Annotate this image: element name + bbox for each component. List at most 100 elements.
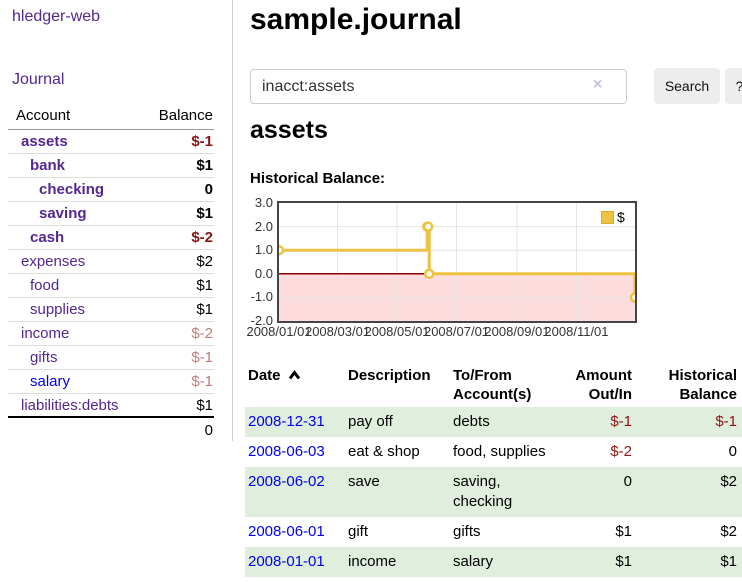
account-link[interactable]: bank: [30, 157, 66, 174]
search-button[interactable]: Search: [654, 68, 720, 104]
transaction-date-cell: 2008-12-31: [245, 407, 345, 437]
account-row: expenses $2: [8, 250, 214, 274]
legend-label: $: [617, 209, 625, 225]
account-link[interactable]: expenses: [21, 253, 86, 270]
account-row: supplies $1: [8, 298, 214, 322]
x-axis-tick-label: 2008/05/01: [364, 324, 430, 339]
account-balance: $1: [196, 396, 213, 414]
transactions-table: Date Description To/From Account(s) Amount Ou…: [245, 362, 742, 577]
transaction-description-cell: income: [348, 553, 397, 570]
account-balance: $1: [196, 277, 213, 294]
account-row: gifts $-1: [8, 346, 214, 370]
series-color-swatch: [601, 210, 614, 224]
account-link[interactable]: food: [30, 277, 60, 294]
transaction-balance-cell: $2: [720, 473, 737, 490]
transaction-amount-cell: $1: [615, 553, 632, 570]
chart-plot-area[interactable]: [277, 201, 637, 323]
account-column-header: Account: [16, 107, 71, 124]
transaction-balance-cell: 0: [728, 443, 737, 460]
account-balance: $-2: [191, 229, 213, 246]
transaction-row: 2008-06-02 save saving, checking 0 $2: [245, 467, 742, 517]
column-header-date[interactable]: Date: [245, 362, 345, 407]
accounts-total-value: 0: [204, 422, 213, 439]
transaction-description-cell: pay off: [348, 413, 393, 430]
account-row: assets $-1: [8, 130, 214, 154]
app-title-link[interactable]: hledger-web: [12, 8, 101, 25]
account-row: salary $-1: [8, 370, 214, 394]
account-balance: $1: [196, 157, 213, 174]
account-row: income $-2: [8, 322, 214, 346]
historical-balance-chart: $ 3.0 2.0 1.0 0.0 -1.0 -2.0 2008/01/01 2008/03/…: [245, 196, 742, 348]
transaction-accounts-cell: gifts: [453, 523, 481, 540]
transaction-row: 2008-06-01 gift gifts $1 $2: [245, 517, 742, 547]
transaction-date-link[interactable]: 2008-06-01: [248, 523, 325, 540]
y-axis-tick-label: -2.0: [250, 313, 273, 328]
x-axis-tick-label: 2008/09/01: [484, 324, 550, 339]
chart-title: Historical Balance:: [250, 170, 386, 187]
account-balance: $-1: [191, 133, 213, 150]
transaction-date-cell: 2008-01-01: [245, 547, 345, 577]
account-row: cash $-2: [8, 226, 214, 250]
x-axis-tick-label: 2008/03/01: [304, 324, 371, 339]
account-balance: $-1: [191, 373, 213, 390]
transaction-date-link[interactable]: 2008-06-03: [248, 443, 325, 460]
column-header-description: Description: [348, 367, 431, 384]
y-axis-tick-label: 2.0: [254, 218, 273, 234]
transaction-description-cell: save: [348, 473, 380, 490]
transactions-body: 2008-12-31 pay off debts $-1 $-1 2008-06-03 ea…: [245, 407, 742, 577]
transaction-description-cell: gift: [348, 523, 369, 540]
account-row: checking 0: [8, 178, 214, 202]
account-link[interactable]: saving: [39, 205, 87, 222]
account-balance: $2: [196, 253, 213, 270]
account-link[interactable]: supplies: [30, 301, 86, 318]
y-axis-tick-label: 3.0: [254, 195, 273, 210]
help-button[interactable]: ?: [725, 68, 742, 104]
transaction-row: 2008-01-01 income salary $1 $1: [245, 547, 742, 577]
transaction-balance-cell: $2: [720, 523, 737, 540]
transaction-amount-cell: 0: [623, 473, 632, 490]
account-link[interactable]: salary: [30, 373, 71, 390]
y-axis-tick-label: 0.0: [254, 265, 273, 281]
account-link[interactable]: checking: [39, 181, 105, 198]
account-link[interactable]: liabilities:debts: [21, 396, 119, 414]
account-tree-header: Account Balance: [8, 104, 214, 130]
transaction-balance-cell: $-1: [715, 413, 737, 430]
transaction-date-link[interactable]: 2008-06-02: [248, 473, 325, 490]
transaction-balance-cell: $1: [720, 553, 737, 570]
column-header-to-from: To/From Account(s): [453, 367, 532, 403]
y-axis-tick-label: 1.0: [254, 242, 273, 258]
transaction-row: 2008-06-03 eat & shop food, supplies $-2 0: [245, 437, 742, 467]
chart-legend: $: [599, 209, 627, 225]
sort-ascending-icon[interactable]: [288, 370, 301, 380]
account-row: saving $1: [8, 202, 214, 226]
account-link[interactable]: gifts: [30, 349, 58, 366]
account-balance: $1: [196, 301, 213, 318]
account-link[interactable]: cash: [30, 229, 65, 246]
transaction-date-cell: 2008-06-03: [245, 437, 345, 467]
transaction-accounts-cell: debts: [453, 413, 490, 430]
balance-column-header: Balance: [158, 107, 213, 124]
column-header-historical: Historical Balance: [668, 367, 737, 403]
clear-search-icon[interactable]: ×: [593, 76, 603, 93]
transaction-amount-cell: $-2: [610, 443, 632, 460]
account-link[interactable]: income: [21, 325, 70, 342]
transaction-accounts-cell: saving, checking: [453, 473, 513, 510]
transaction-date-link[interactable]: 2008-12-31: [248, 413, 325, 430]
x-axis-tick-label: 2008/01/01: [246, 324, 312, 339]
transaction-accounts-cell: salary: [453, 553, 494, 570]
transaction-description-cell: eat & shop: [348, 443, 420, 460]
account-row: bank $1: [8, 154, 214, 178]
search-input[interactable]: [250, 69, 627, 104]
account-row: food $1: [8, 274, 214, 298]
account-balance: $1: [196, 205, 213, 222]
sidebar-item-journal[interactable]: Journal: [12, 71, 65, 88]
transaction-date-link[interactable]: 2008-01-01: [248, 553, 325, 570]
column-header-amount: Amount Out/In: [575, 367, 632, 403]
account-link[interactable]: assets: [21, 133, 68, 150]
transactions-header-row: Date Description To/From Account(s) Amount Ou…: [245, 362, 742, 407]
y-axis-tick-label: -1.0: [250, 289, 273, 305]
account-tree: Account Balance assets $-1 bank $1 checking 0…: [8, 104, 214, 439]
account-balance: $-1: [191, 349, 213, 366]
accounts-total-row: 0: [8, 418, 214, 439]
